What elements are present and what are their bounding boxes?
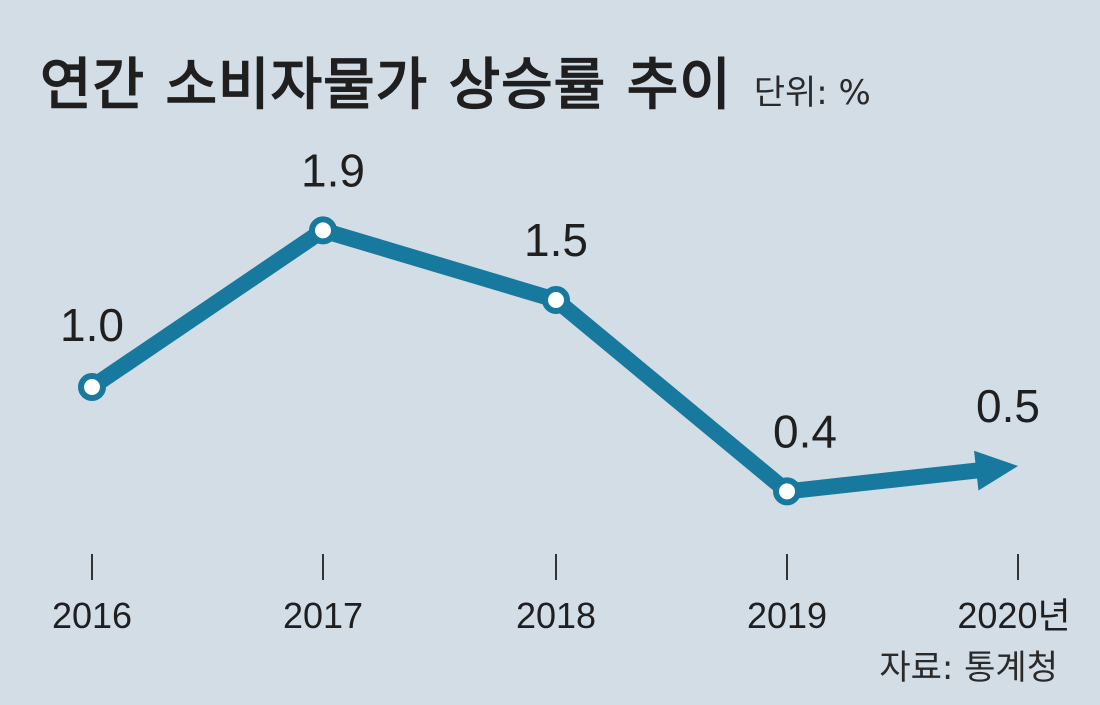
data-point-2016 — [78, 373, 106, 401]
title-row: 연간 소비자물가 상승률 추이 단위: % — [40, 40, 871, 121]
category-label-2020년: 2020년 — [957, 595, 1070, 636]
category-label-2018: 2018 — [516, 595, 596, 636]
value-label-2020년: 0.5 — [976, 380, 1040, 432]
data-points — [78, 216, 1018, 506]
category-label-2019: 2019 — [747, 595, 827, 636]
value-label-2017: 1.9 — [301, 144, 365, 196]
value-label-2019: 0.4 — [773, 405, 837, 457]
data-point-arrow-2020년 — [974, 450, 1018, 491]
x-axis-labels: 2016 2017 2018 2019 2020년 — [52, 595, 1071, 636]
unit-label: 단위: % — [753, 73, 871, 113]
source-note: 자료: 통계청 — [879, 648, 1058, 688]
category-label-2017: 2017 — [283, 595, 363, 636]
category-label-2016: 2016 — [52, 595, 132, 636]
data-point-2017 — [309, 216, 337, 245]
data-point-2019 — [773, 477, 801, 506]
series-line-path — [87, 222, 981, 500]
x-axis-ticks — [91, 554, 1019, 580]
data-point-2018 — [542, 286, 570, 314]
data-labels: 1.0 1.9 1.5 0.4 0.5 — [60, 144, 1040, 457]
series-line — [87, 222, 981, 500]
value-label-2018: 1.5 — [524, 214, 588, 266]
chart-title: 연간 소비자물가 상승률 추이 — [40, 53, 732, 118]
value-label-2016: 1.0 — [60, 299, 124, 351]
